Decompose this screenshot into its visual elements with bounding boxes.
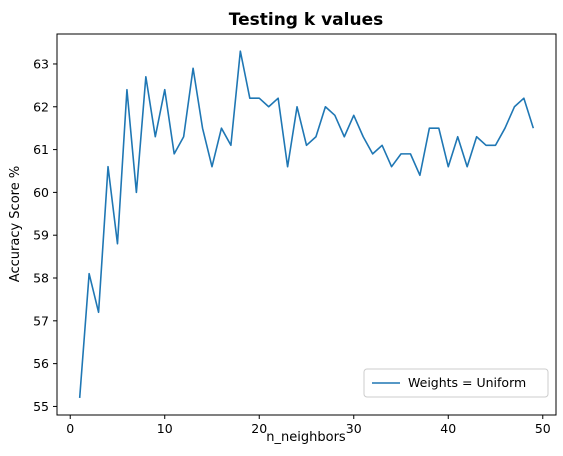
y-tick-label: 55	[33, 399, 49, 414]
x-tick-label: 50	[535, 421, 551, 436]
y-tick-label: 61	[33, 142, 49, 157]
x-tick-label: 0	[66, 421, 74, 436]
x-tick-label: 40	[440, 421, 456, 436]
y-tick-label: 63	[33, 56, 49, 71]
x-axis: 0 10 20 30 40 50	[66, 415, 551, 436]
y-axis-label: Accuracy Score %	[8, 166, 23, 282]
y-tick-label: 60	[33, 185, 49, 200]
x-tick-label: 10	[157, 421, 173, 436]
y-tick-label: 59	[33, 228, 49, 243]
x-tick-label: 30	[346, 421, 362, 436]
y-axis: 55 56 57 58 59 60 61 62 63	[33, 56, 57, 414]
y-tick-label: 57	[33, 313, 49, 328]
y-tick-label: 56	[33, 356, 49, 371]
plot-frame	[56, 33, 557, 416]
legend: Weights = Uniform	[363, 368, 549, 398]
chart-title: Testing k values	[229, 10, 384, 30]
y-tick-label: 58	[33, 271, 49, 286]
legend-box	[363, 368, 549, 398]
x-tick-label: 20	[251, 421, 267, 436]
legend-label: Weights = Uniform	[408, 375, 526, 390]
plot-area	[78, 50, 535, 398]
x-axis-label: n_neighbors	[266, 430, 346, 445]
y-tick-label: 62	[33, 99, 49, 114]
series-line	[78, 50, 535, 398]
